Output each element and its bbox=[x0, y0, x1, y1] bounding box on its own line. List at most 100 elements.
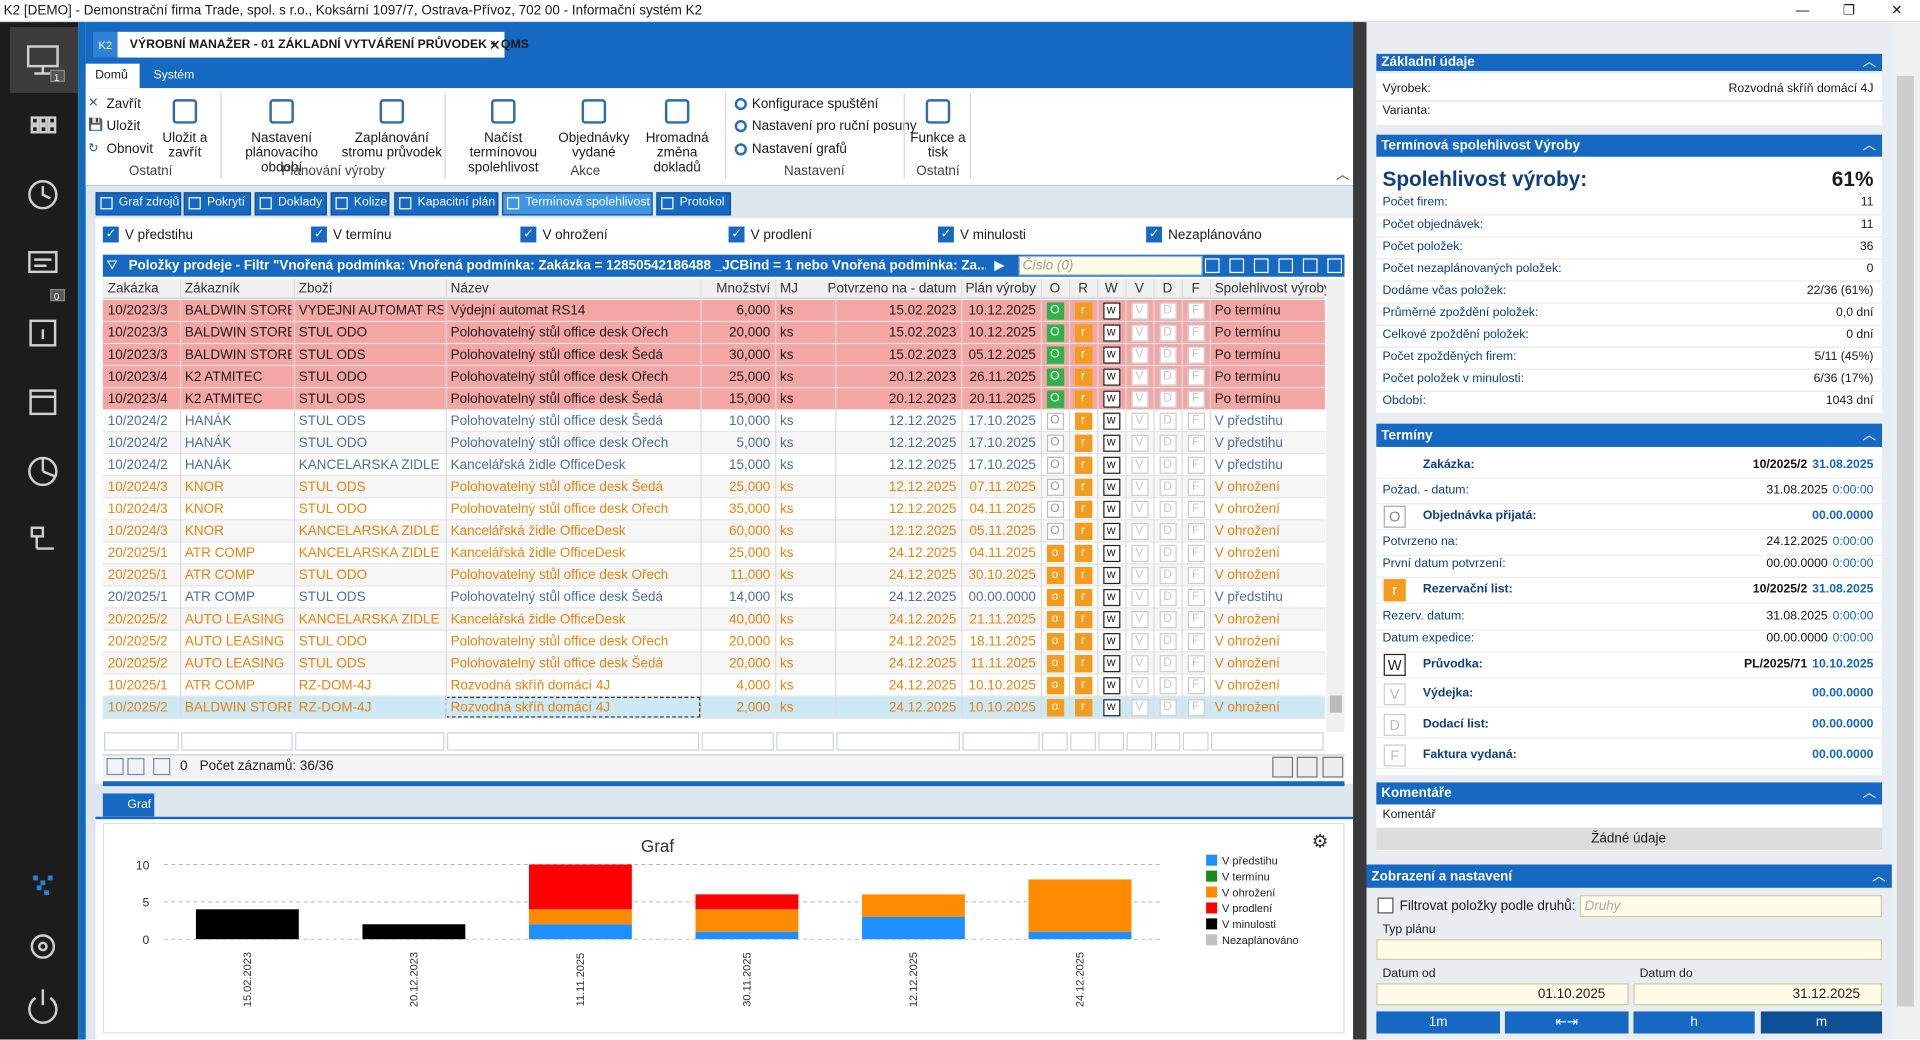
ribbon-large-button[interactable]: Uložit a zavřít bbox=[162, 131, 208, 161]
view-tab-label[interactable]: Doklady bbox=[277, 195, 323, 210]
filter-input[interactable] bbox=[776, 732, 834, 751]
section-title[interactable]: Zobrazení a nastavení bbox=[1371, 868, 1513, 884]
table-row[interactable] bbox=[102, 322, 1325, 345]
filter-input[interactable] bbox=[1098, 732, 1125, 751]
range-button[interactable] bbox=[1633, 1011, 1755, 1034]
status-checkbox[interactable]: ✓ bbox=[1146, 226, 1163, 243]
status-checkbox[interactable]: ✓ bbox=[520, 226, 537, 243]
table-row[interactable] bbox=[102, 542, 1325, 565]
filter-tool-icon[interactable] bbox=[1302, 258, 1318, 274]
ribbon-large-button[interactable]: Objednávky vydané bbox=[558, 131, 630, 161]
chart-settings[interactable]: ⚙ bbox=[1312, 830, 1328, 851]
chart-tab-label[interactable]: Graf bbox=[127, 798, 152, 812]
range-button[interactable] bbox=[1504, 1011, 1629, 1034]
section-title[interactable]: Termíny bbox=[1381, 427, 1433, 443]
section-title[interactable]: Základní údaje bbox=[1381, 55, 1475, 70]
ribbon-large-button[interactable]: Nastavení plánovacího období bbox=[245, 131, 318, 176]
doc-tab[interactable] bbox=[117, 31, 505, 58]
section-title[interactable]: Komentáře bbox=[1381, 786, 1452, 801]
status-checkbox[interactable]: ✓ bbox=[937, 226, 954, 243]
view-tab[interactable] bbox=[394, 192, 499, 216]
status-filter-label[interactable]: V termínu bbox=[333, 227, 392, 243]
chart-tab[interactable] bbox=[102, 793, 155, 817]
section-header[interactable] bbox=[1376, 53, 1883, 72]
ribbon-large-button[interactable]: Funkce a tisk bbox=[910, 131, 966, 161]
view-tab-label[interactable]: Kapacitní plán bbox=[417, 195, 496, 210]
table-row[interactable] bbox=[102, 696, 1325, 719]
range-button[interactable] bbox=[1760, 1011, 1883, 1034]
section-title[interactable]: Termínová spolehlivost Výroby bbox=[1381, 138, 1581, 154]
range-button-label[interactable]: 1m bbox=[1428, 1015, 1448, 1030]
table-row[interactable] bbox=[102, 652, 1325, 675]
filter-input[interactable] bbox=[1211, 732, 1324, 751]
table-row[interactable] bbox=[102, 608, 1325, 631]
table-row[interactable] bbox=[102, 586, 1325, 609]
ribbon-large-button[interactable]: Zaplánování stromu průvodek bbox=[341, 131, 443, 161]
footer-icon[interactable] bbox=[106, 757, 124, 776]
table-row[interactable] bbox=[102, 498, 1325, 521]
date-input[interactable] bbox=[1633, 983, 1883, 1006]
footer-icon[interactable] bbox=[153, 757, 171, 776]
status-filter-label[interactable]: V předstihu bbox=[124, 227, 194, 243]
filter-tool-icon[interactable] bbox=[1253, 258, 1269, 274]
ribbon-large-button[interactable]: Načíst termínovou spolehlivost bbox=[468, 131, 539, 176]
section-header[interactable] bbox=[1376, 423, 1883, 447]
footer-icon[interactable] bbox=[127, 757, 145, 776]
status-filter-label[interactable]: Nezaplánováno bbox=[1168, 227, 1262, 243]
filter-tool-icon[interactable] bbox=[1229, 258, 1245, 274]
ribbon-tab[interactable]: Systém bbox=[153, 68, 195, 83]
ribbon-small-button[interactable]: Uložit bbox=[106, 118, 141, 134]
filter-input[interactable] bbox=[836, 732, 960, 751]
status-filter-label[interactable]: V prodlení bbox=[750, 227, 813, 243]
table-row[interactable] bbox=[102, 476, 1325, 499]
table-row[interactable] bbox=[102, 344, 1325, 367]
date-input[interactable] bbox=[1376, 983, 1629, 1006]
filter-input[interactable] bbox=[295, 732, 445, 751]
table-row[interactable] bbox=[102, 432, 1325, 455]
filter-input[interactable] bbox=[701, 732, 774, 751]
section-header[interactable] bbox=[1366, 864, 1892, 888]
filter-input[interactable] bbox=[104, 732, 179, 751]
view-tab[interactable] bbox=[95, 192, 182, 216]
search-placeholder[interactable]: Číslo (0) bbox=[1022, 258, 1074, 274]
section-header[interactable] bbox=[1376, 134, 1883, 157]
view-tab-label[interactable]: Termínová spolehlivost bbox=[525, 195, 650, 210]
range-button-label[interactable]: h bbox=[1690, 1015, 1698, 1030]
view-tab[interactable] bbox=[502, 192, 653, 216]
filter-input[interactable] bbox=[962, 732, 1040, 751]
ribbon-small-button[interactable]: Obnovit bbox=[106, 142, 153, 157]
filter-tool-icon[interactable] bbox=[1327, 258, 1343, 274]
view-tab-label[interactable]: Pokrytí bbox=[206, 195, 246, 210]
view-tab[interactable] bbox=[656, 192, 732, 216]
footer-tool[interactable] bbox=[1322, 756, 1344, 778]
filter-input[interactable] bbox=[1042, 732, 1068, 751]
settings-input[interactable] bbox=[1579, 895, 1883, 918]
filter-input[interactable] bbox=[1126, 732, 1153, 751]
filter-input[interactable] bbox=[1070, 732, 1096, 751]
ribbon-settings-button[interactable]: Nastavení pro ruční posuny bbox=[751, 118, 917, 134]
table-row[interactable] bbox=[102, 388, 1325, 411]
filter-input[interactable] bbox=[446, 732, 700, 751]
footer-tool[interactable] bbox=[1272, 756, 1294, 778]
status-checkbox[interactable]: ✓ bbox=[102, 226, 119, 243]
filter-input[interactable] bbox=[1154, 732, 1181, 751]
range-button-label[interactable]: m bbox=[1815, 1015, 1828, 1030]
filter-tool-icon[interactable] bbox=[1278, 258, 1294, 274]
table-row[interactable] bbox=[102, 410, 1325, 433]
ribbon-tab[interactable]: Domů bbox=[95, 68, 128, 83]
window-control[interactable]: ✕ bbox=[1891, 3, 1903, 19]
view-tab-label[interactable]: Kolize bbox=[353, 195, 388, 210]
status-checkbox[interactable]: ✓ bbox=[728, 226, 745, 243]
ribbon-tab-active[interactable] bbox=[85, 63, 140, 89]
filter-input[interactable] bbox=[1182, 732, 1209, 751]
window-control[interactable]: — bbox=[1795, 3, 1810, 19]
view-tab-label[interactable]: Protokol bbox=[679, 195, 725, 210]
status-checkbox[interactable]: ✓ bbox=[311, 226, 327, 243]
table-row[interactable] bbox=[102, 366, 1325, 389]
scroll-thumb[interactable] bbox=[1329, 695, 1343, 713]
search-box[interactable] bbox=[1018, 255, 1203, 276]
filter-tool-icon[interactable] bbox=[1204, 258, 1220, 274]
ribbon-small-button[interactable]: Zavřít bbox=[106, 96, 141, 112]
window-control[interactable]: ❐ bbox=[1842, 3, 1856, 19]
footer-tool[interactable] bbox=[1296, 756, 1318, 778]
